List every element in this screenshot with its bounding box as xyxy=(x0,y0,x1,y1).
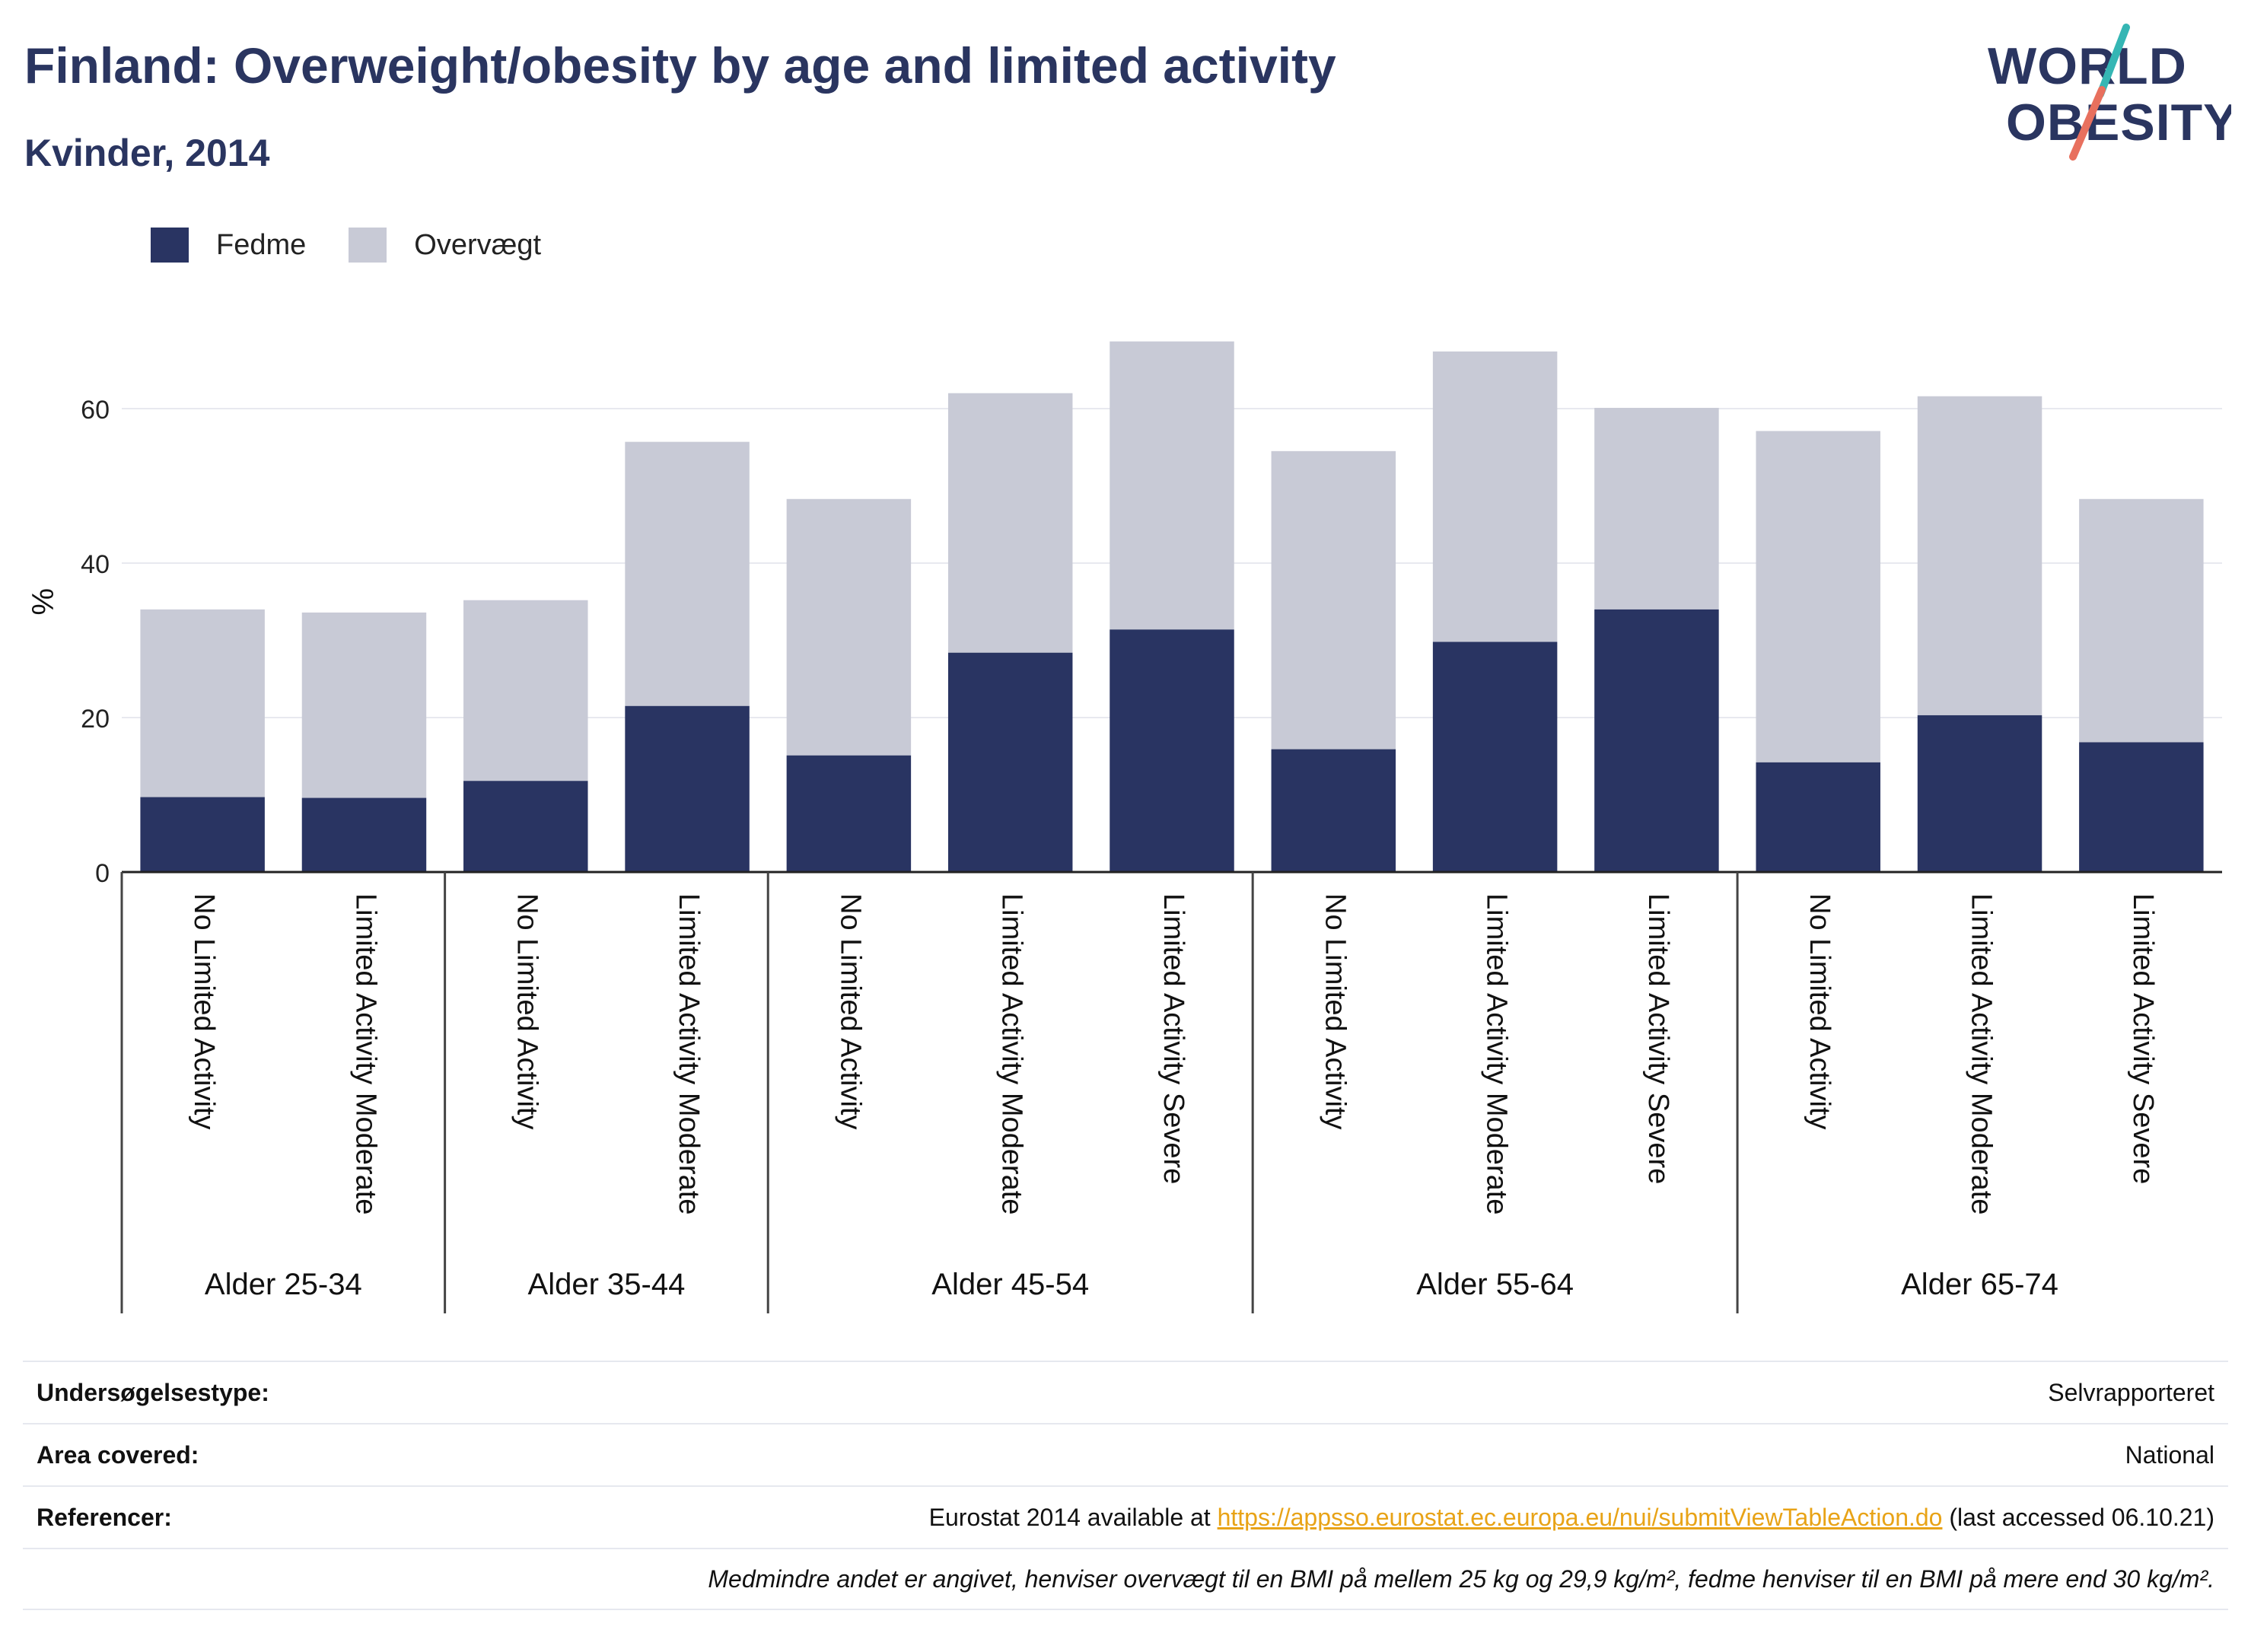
page-title: Finland: Overweight/obesity by age and l… xyxy=(24,37,1336,94)
x-tick-label: Limited Activity Severe xyxy=(1157,893,1189,1184)
bar-overvaegt xyxy=(1756,431,1880,762)
reference-suffix: (last accessed 06.10.21) xyxy=(1942,1503,2214,1531)
group-label: Alder 45-54 xyxy=(931,1268,1089,1301)
bar-overvaegt xyxy=(140,609,265,797)
chart-legend: Fedme Overvægt xyxy=(151,225,584,265)
x-tick-label: No Limited Activity xyxy=(1319,893,1351,1129)
x-tick-label: No Limited Activity xyxy=(834,893,866,1129)
group-label: Alder 65-74 xyxy=(1901,1268,2058,1301)
bar-fedme xyxy=(140,797,265,872)
group-label: Alder 35-44 xyxy=(528,1268,686,1301)
bar-fedme xyxy=(1917,715,2042,872)
bar-fedme xyxy=(1271,749,1396,872)
bar-overvaegt xyxy=(786,498,912,756)
page-subtitle: Kvinder, 2014 xyxy=(24,132,270,174)
logo-line2: OBESITY xyxy=(2006,94,2231,151)
y-tick-label: 60 xyxy=(81,396,110,425)
info-value-references: Eurostat 2014 available at https://appss… xyxy=(929,1504,2214,1532)
info-label-survey-type: Undersøgelsestype: xyxy=(37,1378,269,1406)
reference-prefix: Eurostat 2014 available at xyxy=(928,1503,1218,1531)
bar-fedme xyxy=(1756,762,1880,872)
x-tick-label: No Limited Activity xyxy=(511,893,543,1129)
legend-label-overvaegt: Overvægt xyxy=(414,228,542,261)
x-tick-label: Limited Activity Moderate xyxy=(349,893,381,1214)
info-value-area: National xyxy=(2125,1440,2214,1469)
bar-fedme xyxy=(1110,629,1234,872)
bar-overvaegt xyxy=(463,600,588,781)
bar-fedme xyxy=(786,755,912,872)
logo-slash-teal xyxy=(2097,24,2130,98)
x-tick-label: Limited Activity Moderate xyxy=(996,893,1028,1214)
bar-overvaegt xyxy=(1110,341,1234,630)
group-label: Alder 55-64 xyxy=(1416,1268,1574,1301)
info-value-survey-type: Selvrapporteret xyxy=(2048,1378,2214,1406)
logo-slash-coral xyxy=(2069,86,2106,161)
info-row-note: Medmindre andet er angivet, henviser ove… xyxy=(23,1548,2228,1610)
x-tick-label: Limited Activity Severe xyxy=(2127,893,2159,1184)
bar-overvaegt xyxy=(1594,407,1719,610)
info-row-references: Referencer: Eurostat 2014 available at h… xyxy=(23,1485,2228,1548)
y-tick-label: 40 xyxy=(81,550,110,579)
bar-overvaegt xyxy=(1917,396,2042,715)
x-tick-label: No Limited Activity xyxy=(1804,893,1836,1129)
y-tick-label: 0 xyxy=(95,859,110,888)
bar-fedme xyxy=(625,705,750,872)
x-tick-label: Limited Activity Moderate xyxy=(673,893,705,1214)
group-label: Alder 25-34 xyxy=(205,1268,362,1301)
bar-fedme xyxy=(1594,609,1719,872)
legend-swatch-fedme xyxy=(151,228,189,263)
logo-line1: WORLD xyxy=(1988,37,2187,95)
bar-fedme xyxy=(2079,742,2204,872)
legend-item-fedme[interactable]: Fedme xyxy=(151,228,306,263)
stacked-bar-chart: 0 20 40 60% No Limited Activity Limited Activ… xyxy=(27,341,2222,1313)
bar-overvaegt xyxy=(1271,450,1396,750)
x-tick-label: No Limited Activity xyxy=(188,893,220,1129)
y-axis-label: % xyxy=(27,588,60,616)
bar-overvaegt xyxy=(625,441,750,706)
info-table: Undersøgelsestype: Selvrapporteret Area … xyxy=(23,1361,2228,1610)
info-row-area: Area covered: National xyxy=(23,1423,2228,1485)
info-row-survey-type: Undersøgelsestype: Selvrapporteret xyxy=(23,1361,2228,1423)
bar-overvaegt xyxy=(301,612,427,798)
bar-fedme xyxy=(947,652,1073,872)
legend-label-fedme: Fedme xyxy=(216,228,307,261)
y-tick-label: 20 xyxy=(81,705,110,734)
x-tick-label: Limited Activity Moderate xyxy=(1966,893,1998,1214)
x-tick-label: Limited Activity Moderate xyxy=(1481,893,1513,1214)
world-obesity-logo: WORLD OBESITY xyxy=(1988,24,2231,161)
legend-item-overvaegt[interactable]: Overvægt xyxy=(349,228,541,263)
info-label-references: Referencer: xyxy=(37,1503,172,1531)
legend-swatch-overvaegt xyxy=(349,228,387,263)
bar-overvaegt xyxy=(1432,351,1558,642)
bar-overvaegt xyxy=(947,393,1073,653)
x-tick-label: Limited Activity Severe xyxy=(1642,893,1674,1184)
bar-fedme xyxy=(1432,641,1558,872)
bar-fedme xyxy=(463,781,588,872)
info-label-area: Area covered: xyxy=(37,1440,199,1469)
bar-fedme xyxy=(301,797,427,872)
bar-overvaegt xyxy=(2079,498,2204,743)
reference-link[interactable]: https://appsso.eurostat.ec.europa.eu/nui… xyxy=(1217,1503,1943,1531)
bmi-note: Medmindre andet er angivet, henviser ove… xyxy=(708,1564,2214,1593)
